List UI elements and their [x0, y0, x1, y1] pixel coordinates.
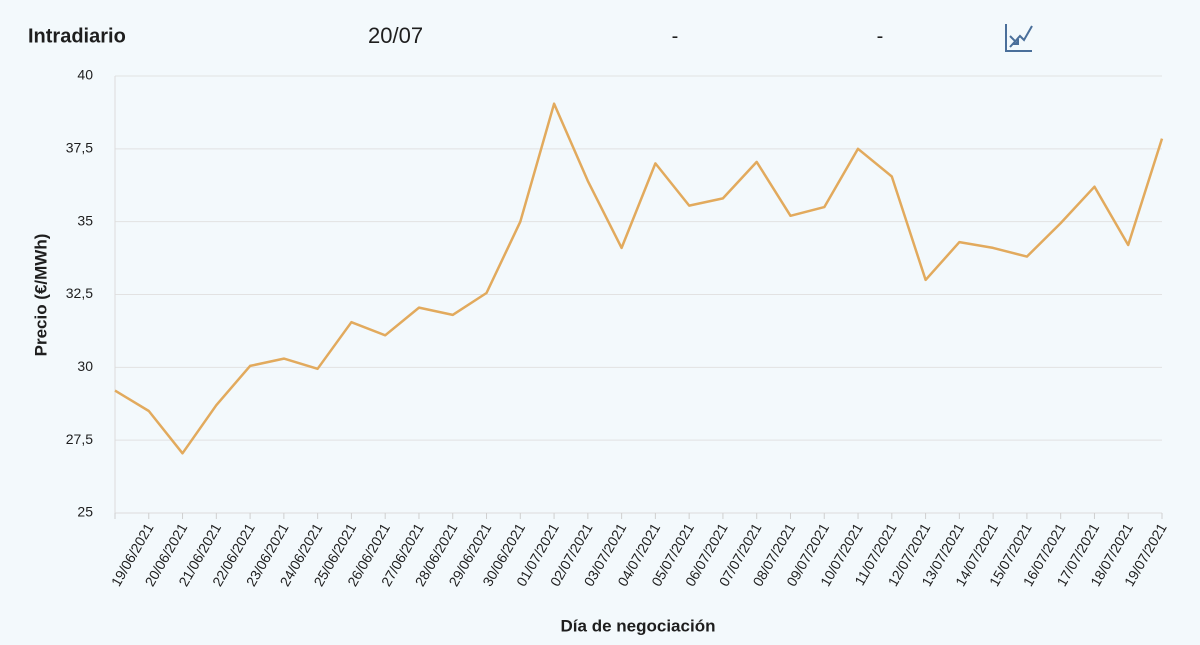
y-tick-label: 27,5 — [66, 431, 93, 447]
header-field: - — [877, 25, 884, 47]
x-axis-label: Día de negociación — [561, 616, 716, 635]
series-line — [114, 102, 1164, 455]
chart-icon[interactable] — [1005, 24, 1033, 52]
header-field: - — [672, 25, 679, 47]
y-tick-label: 30 — [77, 358, 93, 374]
y-tick-label: 37,5 — [66, 140, 93, 156]
y-tick-label: 40 — [77, 67, 93, 83]
y-tick-label: 25 — [77, 504, 93, 520]
header-date: 20/07 — [368, 23, 423, 48]
y-tick-label: 35 — [77, 212, 93, 228]
y-tick-label: 32,5 — [66, 285, 93, 301]
header-title: Intradiario — [28, 25, 126, 47]
y-axis-label: Precio (€/MWh) — [31, 234, 50, 357]
